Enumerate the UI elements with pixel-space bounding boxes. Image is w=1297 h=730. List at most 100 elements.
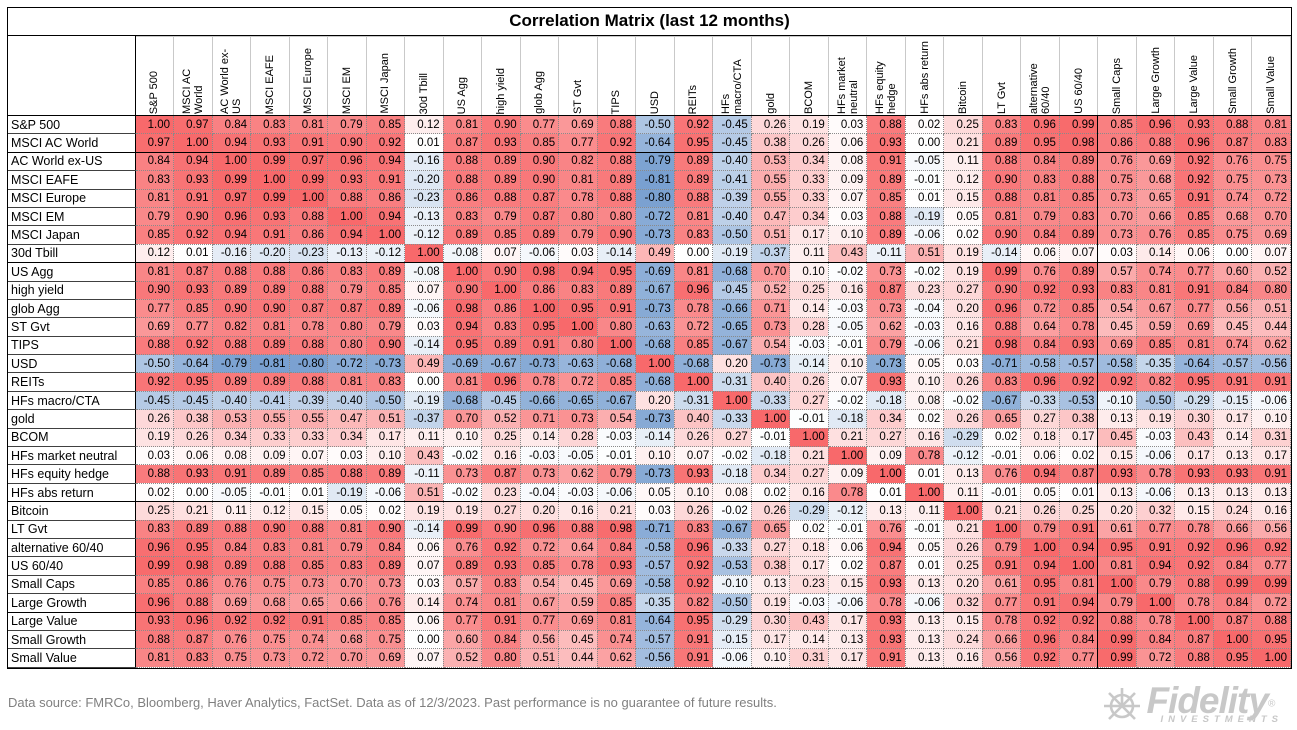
matrix-cell: 0.89 [211,280,252,300]
row-header: LT Gvt [8,519,136,539]
matrix-cell: -0.02 [442,446,483,466]
matrix-cell: 0.94 [1135,556,1176,576]
matrix-cell: 0.84 [481,629,521,650]
matrix-cell: 0.69 [211,593,252,613]
row-header: Large Value [8,611,136,631]
matrix-cell: 0.74 [596,629,637,650]
matrix-cell: 0.76 [442,537,483,558]
matrix-cell: 0.98 [442,298,483,319]
matrix-cell: 0.99 [250,188,290,208]
matrix-cell: -0.12 [365,243,406,264]
matrix-cell: 0.92 [365,133,406,153]
matrix-cell: -0.67 [481,354,521,374]
matrix-cell: 0.79 [481,206,521,227]
matrix-cell: -0.68 [635,372,675,392]
matrix-cell: 0.95 [596,262,637,282]
matrix-cell: 0.81 [250,317,290,337]
matrix-cell: 0.87 [1212,611,1253,631]
matrix-cell: 0.14 [789,629,829,650]
matrix-row: MSCI Japan 0.85 0.92 0.94 0.91 0.86 0.94 1.00 -0… [8,225,1291,245]
matrix-cell: 0.56 [1251,519,1291,539]
matrix-cell: 0.21 [596,501,637,521]
matrix-cell: 0.08 [211,446,252,466]
matrix-row: HFs equity hedge 0.88 0.93 0.91 0.89 0.85 0.88… [8,464,1291,484]
matrix-cell: -0.18 [827,409,868,429]
matrix-cell: 0.95 [1097,537,1137,558]
matrix-cell: 0.94 [327,225,367,245]
matrix-cell: 0.02 [981,427,1022,448]
matrix-cell: 0.19 [404,501,444,521]
matrix-cell: 0.34 [866,409,906,429]
matrix-cell: 0.05 [635,482,675,503]
matrix-cell: 0.77 [1174,262,1214,282]
matrix-cell: 0.78 [1135,464,1176,484]
column-header: Large Value [1174,36,1214,116]
matrix-cell: 0.81 [981,206,1022,227]
matrix-cell: 0.78 [673,298,714,319]
matrix-cell: 0.02 [827,556,868,576]
row-header: Large Growth [8,593,136,613]
matrix-cell: 0.05 [943,206,983,227]
matrix-cell: 0.95 [1020,133,1060,153]
matrix-cell: 0.14 [789,298,829,319]
matrix-cell: -0.03 [827,298,868,319]
matrix-cell: 0.92 [673,114,714,135]
matrix-cell: 0.61 [981,574,1022,595]
matrix-cell: 0.13 [904,611,945,631]
matrix-cell: 0.77 [519,114,560,135]
matrix-cell: -0.05 [558,446,598,466]
matrix-cell: 0.65 [981,409,1022,429]
matrix-cell: 0.91 [481,611,521,631]
matrix-cell: 0.93 [327,170,367,190]
matrix-cell: -0.02 [442,482,483,503]
matrix-cell: -0.02 [827,390,868,411]
matrix-cell: -0.23 [404,188,444,208]
matrix-cell: 0.79 [134,206,175,227]
matrix-cell: 0.11 [404,427,444,448]
matrix-row: S&P 500 1.00 0.97 0.84 0.83 0.81 0.79 0.85 0.12 0… [8,114,1291,135]
matrix-cell: 0.02 [365,501,406,521]
matrix-cell: -0.14 [789,354,829,374]
matrix-cell: 1.00 [750,409,791,429]
matrix-cell: 0.73 [365,574,406,595]
matrix-cell: 0.81 [1251,114,1291,135]
matrix-row: MSCI EAFE 0.83 0.93 0.99 1.00 0.99 0.93 0.91 -0.… [8,170,1291,190]
matrix-cell: 0.23 [789,574,829,595]
matrix-cell: -0.39 [712,188,752,208]
matrix-cell: -0.65 [558,390,598,411]
matrix-row: USD -0.50 -0.64 -0.79 -0.81 -0.80 -0.72 -0.73 0.… [8,354,1291,374]
matrix-cell: 0.92 [1174,151,1214,172]
matrix-cell: 1.00 [712,390,752,411]
matrix-cell: -0.45 [173,390,213,411]
matrix-cell: 0.90 [981,170,1022,190]
matrix-cell: 0.73 [250,648,290,668]
column-header: REITs [673,36,714,116]
matrix-cell: 0.83 [481,317,521,337]
matrix-cell: 0.91 [250,225,290,245]
column-header: high yield [481,36,521,116]
matrix-cell: 0.33 [250,427,290,448]
matrix-cell: 0.76 [1135,225,1176,245]
matrix-cell: 0.88 [250,556,290,576]
matrix-cell: 0.99 [1212,574,1253,595]
matrix-cell: 0.16 [1251,501,1291,521]
matrix-cell: 0.09 [866,446,906,466]
matrix-cell: 0.45 [1097,317,1137,337]
matrix-cell: 0.95 [519,317,560,337]
matrix-cell: 0.02 [789,519,829,539]
matrix-cell: -0.06 [904,593,945,613]
matrix-cell: 0.89 [442,225,483,245]
matrix-cell: -0.06 [596,482,637,503]
matrix-cell: 0.86 [173,574,213,595]
matrix-cell: 0.83 [250,114,290,135]
column-header: MSCI EM [327,36,367,116]
matrix-cell: 0.99 [1097,629,1137,650]
matrix-cell: 0.91 [596,298,637,319]
matrix-cell: -0.18 [866,390,906,411]
matrix-cell: 0.81 [1097,556,1137,576]
matrix-cell: 0.78 [866,593,906,613]
matrix-cell: 0.34 [750,464,791,484]
matrix-row: gold 0.26 0.38 0.53 0.55 0.55 0.47 0.51 -0.37 0.7… [8,409,1291,429]
matrix-cell: 0.13 [866,501,906,521]
matrix-cell: -0.50 [712,225,752,245]
